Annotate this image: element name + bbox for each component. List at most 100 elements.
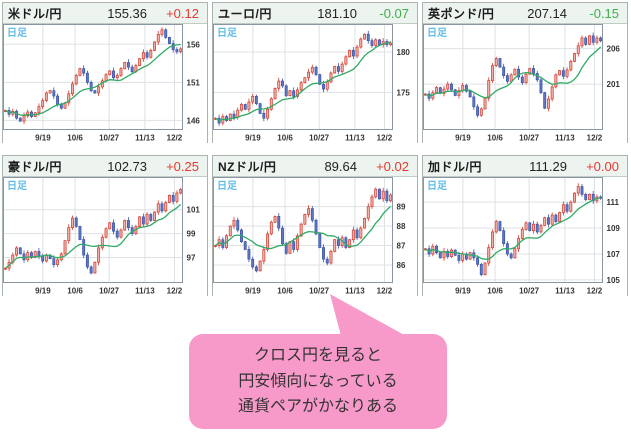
gridlines xyxy=(423,177,603,283)
candlestick-chart: 9/19 10/6 10/27 11/13 12/2 175 180 日足 xyxy=(213,24,417,143)
price-value: 102.73 xyxy=(107,158,147,174)
gridlines xyxy=(423,24,603,130)
chart-panel-nzdjpy[interactable]: NZドル/円 89.64 +0.02 9/19 10/6 10/27 11/13 12/… xyxy=(212,155,418,296)
plot-border xyxy=(423,24,603,130)
change-value: +0.00 xyxy=(586,158,619,174)
svg-text:156: 156 xyxy=(187,40,201,49)
chart-panel-cadjpy[interactable]: 加ドル/円 111.29 +0.00 9/19 10/6 10/27 11/13 12/… xyxy=(422,155,628,296)
chart-svg: 9/19 10/6 10/27 11/13 12/2 105 107 109 111 日足 xyxy=(423,177,621,296)
fx-quote-board: 米ドル/円 155.36 +0.12 9/19 10/6 10/27 11/13 12/… xyxy=(2,2,628,296)
bubble-line: 通貨ペアがかなりある xyxy=(237,398,398,416)
svg-text:10/6: 10/6 xyxy=(277,134,293,143)
period-label: 日足 xyxy=(427,180,448,192)
svg-text:10/27: 10/27 xyxy=(99,287,120,296)
quote-header: ユーロ/円 181.10 -0.07 xyxy=(213,3,417,24)
svg-text:10/6: 10/6 xyxy=(487,134,503,143)
svg-text:10/27: 10/27 xyxy=(99,134,120,143)
tail-shape xyxy=(330,294,406,336)
chart-panel-usdjpy[interactable]: 米ドル/円 155.36 +0.12 9/19 10/6 10/27 11/13 12/… xyxy=(2,2,208,143)
svg-text:101: 101 xyxy=(187,206,201,215)
period-label: 日足 xyxy=(7,27,28,39)
svg-text:10/6: 10/6 xyxy=(67,287,83,296)
svg-text:105: 105 xyxy=(607,276,621,285)
candles xyxy=(3,27,183,125)
price-value: 111.29 xyxy=(529,158,567,174)
svg-text:9/19: 9/19 xyxy=(35,134,51,143)
quote-header: 豪ドル/円 102.73 +0.25 xyxy=(3,156,207,177)
svg-text:10/6: 10/6 xyxy=(277,287,293,296)
candles xyxy=(3,187,183,275)
svg-text:10/6: 10/6 xyxy=(487,287,503,296)
svg-text:11/13: 11/13 xyxy=(555,134,575,143)
candlestick-chart: 9/19 10/6 10/27 11/13 12/2 201 206 日足 xyxy=(423,24,627,143)
price-value: 207.14 xyxy=(527,5,567,21)
speech-bubble-tail xyxy=(330,294,406,336)
svg-text:12/2: 12/2 xyxy=(377,287,393,296)
candlestick-chart: 9/19 10/6 10/27 11/13 12/2 86 87 88 89 日足 xyxy=(213,177,417,296)
chart-panel-gbpjpy[interactable]: 英ポンド/円 207.14 -0.15 9/19 10/6 10/27 11/13 12… xyxy=(422,2,628,143)
chart-svg: 9/19 10/6 10/27 11/13 12/2 175 180 日足 xyxy=(213,24,411,143)
candlestick-chart: 9/19 10/6 10/27 11/13 12/2 105 107 109 111 日足 xyxy=(423,177,627,296)
change-value: -0.15 xyxy=(589,5,619,21)
svg-text:146: 146 xyxy=(187,116,201,125)
candles xyxy=(213,187,393,273)
plot-border xyxy=(213,24,393,130)
svg-text:12/2: 12/2 xyxy=(167,134,183,143)
chart-panel-audjpy[interactable]: 豪ドル/円 102.73 +0.25 9/19 10/6 10/27 11/13 12/… xyxy=(2,155,208,296)
svg-text:87: 87 xyxy=(397,242,406,251)
svg-text:111: 111 xyxy=(607,198,620,207)
chart-svg: 9/19 10/6 10/27 11/13 12/2 201 206 日足 xyxy=(423,24,621,143)
svg-text:10/27: 10/27 xyxy=(309,134,330,143)
change-value: +0.25 xyxy=(166,158,199,174)
plot-border xyxy=(3,24,183,130)
period-label: 日足 xyxy=(7,180,28,192)
chart-panel-eurjpy[interactable]: ユーロ/円 181.10 -0.07 9/19 10/6 10/27 11/13 12/… xyxy=(212,2,418,143)
svg-text:11/13: 11/13 xyxy=(345,134,365,143)
period-label: 日足 xyxy=(217,180,238,192)
svg-text:12/2: 12/2 xyxy=(587,134,603,143)
period-label: 日足 xyxy=(217,27,238,39)
quote-header: NZドル/円 89.64 +0.02 xyxy=(213,156,417,177)
svg-text:201: 201 xyxy=(607,80,621,89)
svg-text:88: 88 xyxy=(397,222,406,231)
svg-text:99: 99 xyxy=(187,230,196,239)
svg-text:180: 180 xyxy=(397,48,411,57)
chart-svg: 9/19 10/6 10/27 11/13 12/2 86 87 88 89 日足 xyxy=(213,177,406,296)
ma-line xyxy=(214,205,392,250)
svg-text:9/19: 9/19 xyxy=(35,287,51,296)
plot-border xyxy=(3,177,183,283)
pair-name: NZドル/円 xyxy=(218,159,277,174)
ma-line xyxy=(5,43,181,116)
change-value: +0.12 xyxy=(166,5,199,21)
svg-text:206: 206 xyxy=(607,45,621,54)
chart-svg: 9/19 10/6 10/27 11/13 12/2 146 151 156 日足 xyxy=(3,24,201,143)
quote-header: 英ポンド/円 207.14 -0.15 xyxy=(423,3,627,24)
pair-name: 英ポンド/円 xyxy=(428,6,495,21)
svg-text:109: 109 xyxy=(607,224,621,233)
svg-text:9/19: 9/19 xyxy=(245,287,261,296)
svg-text:11/13: 11/13 xyxy=(555,287,575,296)
gridlines xyxy=(3,24,183,130)
svg-text:10/6: 10/6 xyxy=(67,134,83,143)
quote-header: 米ドル/円 155.36 +0.12 xyxy=(3,3,207,24)
svg-text:9/19: 9/19 xyxy=(455,134,471,143)
svg-text:12/2: 12/2 xyxy=(167,287,183,296)
pair-name: 加ドル/円 xyxy=(428,159,482,174)
price-value: 155.36 xyxy=(107,5,147,21)
svg-text:97: 97 xyxy=(187,253,196,262)
gridlines xyxy=(3,177,183,283)
pair-name: 米ドル/円 xyxy=(8,6,62,21)
svg-text:175: 175 xyxy=(397,88,411,97)
candles xyxy=(213,30,393,127)
svg-text:9/19: 9/19 xyxy=(455,287,471,296)
plot-border xyxy=(423,177,603,283)
chart-svg: 9/19 10/6 10/27 11/13 12/2 97 99 101 日足 xyxy=(3,177,201,296)
change-value: -0.07 xyxy=(379,5,409,21)
svg-text:11/13: 11/13 xyxy=(345,287,365,296)
price-value: 181.10 xyxy=(317,5,357,21)
candles xyxy=(423,183,603,277)
price-value: 89.64 xyxy=(324,158,357,174)
ma-line xyxy=(215,41,391,122)
period-label: 日足 xyxy=(427,27,448,39)
plot-border xyxy=(213,177,393,283)
